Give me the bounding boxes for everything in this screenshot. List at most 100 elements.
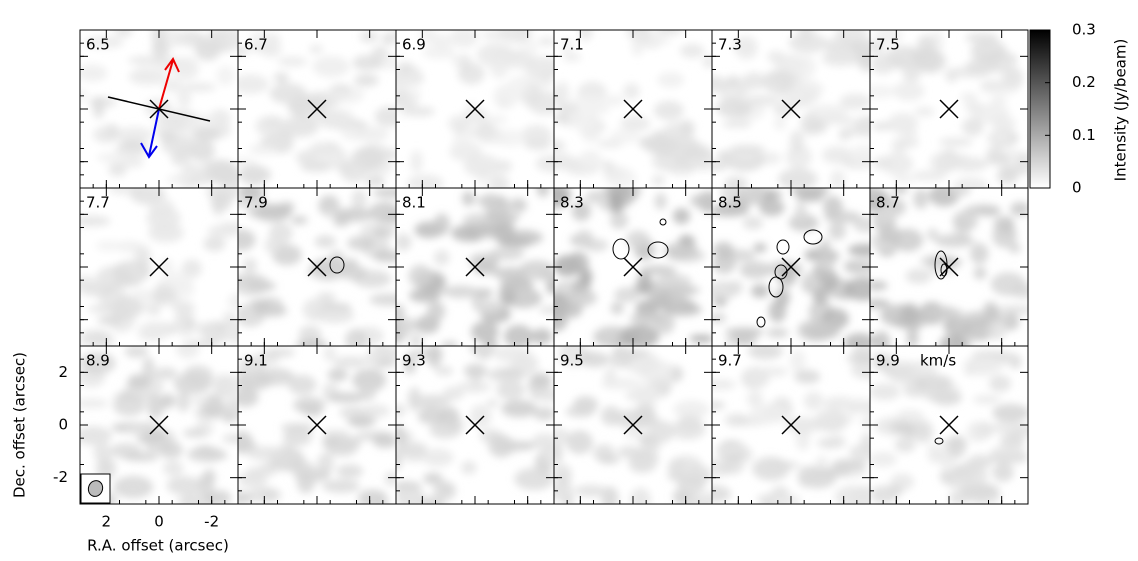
- emission-blob: [93, 443, 112, 463]
- emission-blob: [396, 322, 411, 339]
- emission-blob: [712, 379, 736, 390]
- emission-blob: [610, 302, 624, 315]
- emission-blob: [405, 106, 436, 117]
- intensity-map: [80, 188, 238, 346]
- emission-blob: [963, 458, 992, 468]
- emission-blob: [925, 307, 965, 319]
- emission-blob: [620, 115, 651, 132]
- emission-blob: [471, 321, 499, 343]
- emission-blob: [426, 301, 446, 322]
- emission-blob: [429, 421, 461, 439]
- emission-blob: [207, 30, 238, 39]
- emission-blob: [535, 155, 554, 173]
- emission-blob: [325, 88, 351, 99]
- emission-blob: [159, 441, 184, 459]
- emission-blob: [657, 72, 685, 88]
- emission-blob: [501, 399, 538, 418]
- emission-blob: [575, 229, 594, 245]
- emission-blob: [870, 85, 896, 99]
- emission-blob: [727, 149, 762, 164]
- emission-blob: [113, 475, 154, 499]
- channel-panel: 8.1: [395, 187, 555, 347]
- channel-panel: 9.9 km/s: [869, 345, 1029, 505]
- emission-blob: [555, 80, 570, 104]
- emission-blob: [503, 324, 534, 346]
- emission-blob: [939, 334, 968, 346]
- emission-blob: [850, 360, 870, 380]
- emission-blob: [646, 35, 672, 46]
- emission-blob: [803, 391, 824, 411]
- emission-blob: [996, 166, 1019, 186]
- emission-blob: [600, 377, 641, 390]
- emission-blob: [663, 284, 695, 298]
- panels: 6.5 6.7 6.9 7.1 7.3 7.5 7.7 7.9 8.1 8.3 8.5 8.7 2 0 -2…: [53, 29, 1029, 531]
- emission-blob: [333, 356, 368, 369]
- emission-blob: [423, 472, 443, 485]
- emission-blob: [961, 117, 984, 136]
- emission-blob: [315, 307, 355, 324]
- emission-blob: [238, 157, 257, 167]
- channel-panel: 7.3: [711, 29, 871, 189]
- emission-blob: [566, 430, 593, 455]
- source-cross: [307, 99, 327, 119]
- emission-blob: [843, 333, 870, 346]
- emission-blob: [606, 167, 637, 188]
- emission-blob: [309, 141, 337, 156]
- emission-blob: [354, 126, 389, 142]
- emission-blob: [796, 55, 816, 79]
- emission-blob: [753, 242, 767, 253]
- emission-blob: [396, 304, 405, 319]
- emission-blob: [905, 268, 932, 284]
- emission-blob: [499, 82, 531, 93]
- emission-blob: [959, 466, 989, 485]
- emission-blob: [252, 306, 288, 317]
- emission-blob: [344, 328, 368, 346]
- channel-panel: 8.5: [711, 187, 871, 347]
- emission-blob: [486, 399, 499, 408]
- emission-blob: [822, 466, 850, 477]
- emission-blob: [477, 347, 492, 360]
- emission-blob: [906, 330, 919, 346]
- contour: [768, 276, 784, 298]
- emission-blob: [309, 44, 324, 54]
- emission-blob: [580, 268, 593, 286]
- emission-blob: [609, 191, 624, 214]
- channel-panel: 7.7: [79, 187, 239, 347]
- emission-blob: [554, 483, 574, 501]
- emission-blob: [467, 126, 505, 138]
- contour: [612, 238, 630, 260]
- emission-blob: [800, 112, 821, 136]
- velocity-label: 7.3: [718, 36, 742, 54]
- emission-blob: [493, 346, 531, 363]
- emission-blob: [451, 55, 464, 67]
- beam-box: [80, 473, 111, 504]
- emission-blob: [736, 76, 750, 97]
- emission-blob: [910, 360, 938, 377]
- emission-blob: [433, 481, 456, 501]
- emission-blob: [926, 228, 939, 241]
- emission-blob: [191, 396, 209, 406]
- emission-blob: [182, 318, 197, 329]
- emission-blob: [726, 75, 740, 87]
- emission-blob: [661, 127, 682, 138]
- emission-blob: [80, 329, 110, 344]
- emission-blob: [702, 56, 712, 68]
- emission-blob: [163, 271, 194, 292]
- emission-blob: [531, 433, 554, 451]
- intensity-map: [396, 346, 554, 504]
- emission-blob: [433, 213, 451, 236]
- emission-blob: [609, 129, 640, 144]
- emission-blob: [620, 324, 660, 346]
- emission-blob: [759, 199, 785, 217]
- emission-blob: [689, 334, 712, 343]
- emission-blob: [327, 368, 348, 382]
- emission-blob: [609, 211, 629, 230]
- emission-blob: [690, 495, 712, 504]
- emission-blob: [720, 188, 744, 204]
- emission-blob: [929, 151, 959, 174]
- beam: [87, 480, 104, 497]
- emission-blob: [183, 83, 217, 92]
- emission-blob: [894, 437, 916, 453]
- emission-blob: [137, 321, 169, 342]
- emission-blob: [338, 265, 368, 281]
